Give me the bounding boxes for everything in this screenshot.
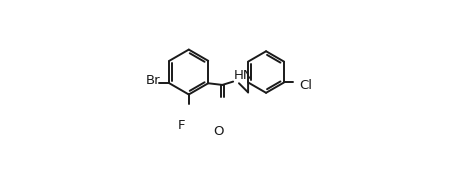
Text: Br: Br	[146, 74, 160, 87]
Text: Cl: Cl	[299, 79, 312, 92]
Text: O: O	[213, 125, 224, 138]
Text: HN: HN	[234, 69, 254, 82]
Text: F: F	[178, 119, 185, 132]
